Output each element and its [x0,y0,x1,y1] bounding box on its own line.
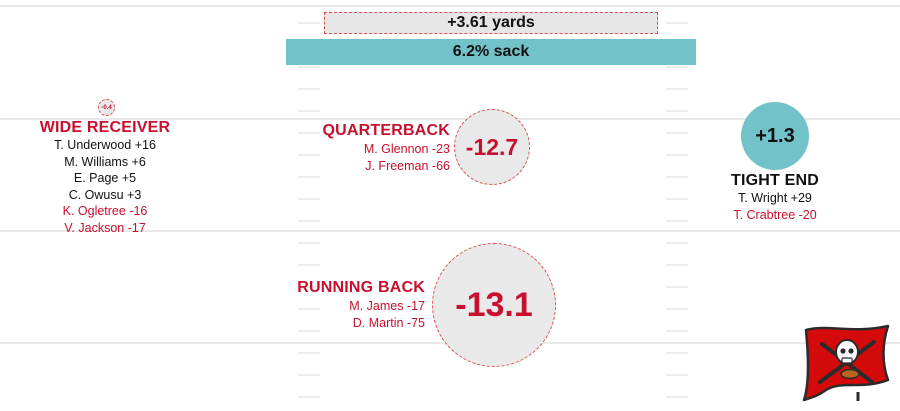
player-line: T. Crabtree -20 [733,207,817,222]
field-hash-mark [666,198,688,200]
field-yard-line [0,118,900,120]
field-hash-mark [298,110,320,112]
quarterback-player-list: M. Glennon -23 J. Freeman -66 [300,141,450,174]
buccaneers-flag-icon [802,324,890,402]
tight-end-title: TIGHT END [730,172,820,189]
field-hash-mark [298,242,320,244]
player-line: V. Jackson -17 [64,220,146,235]
field-hash-mark [298,330,320,332]
field-hash-mark [298,374,320,376]
player-line: J. Freeman -66 [365,158,450,173]
player-line: M. Glennon -23 [363,142,450,156]
field-hash-mark [298,176,320,178]
field-hash-mark [298,22,320,24]
field-hash-mark [666,396,688,398]
player-line: E. Page +5 [73,171,137,185]
field-hash-mark [298,396,320,398]
field-hash-mark [666,352,688,354]
quarterback-title: QUARTERBACK [322,122,450,139]
wide-receiver-value: -0.4 [101,104,112,111]
field-hash-mark [298,220,320,222]
field-hash-mark [298,198,320,200]
sack-rate-bar: 6.2% sack [286,39,696,65]
running-back-value-circle: -13.1 [432,243,556,367]
player-line: M. Williams +6 [64,154,146,169]
field-yard-line [0,5,900,7]
player-line: C. Owusu +3 [68,187,142,202]
running-back-player-list: M. James -17 D. Martin -75 [275,298,425,331]
field-hash-mark [666,308,688,310]
field-hash-mark [666,110,688,112]
running-back-title: RUNNING BACK [297,279,425,296]
quarterback-value-circle: -12.7 [454,109,530,185]
player-line: K. Ogletree -16 [62,204,148,218]
field-hash-mark [666,330,688,332]
field-hash-mark [666,374,688,376]
field-hash-mark [666,66,688,68]
field-hash-mark [298,308,320,310]
wide-receiver-title: WIDE RECEIVER [39,119,171,136]
wide-receiver-player-list: T. Underwood +16 M. Williams +6 E. Page … [20,137,190,236]
running-back-value: -13.1 [455,285,533,324]
field-hash-mark [666,242,688,244]
field-hash-mark [666,132,688,134]
tight-end-player-list: T. Wright +29 T. Crabtree -20 [700,190,850,223]
player-line: T. Wright +29 [738,191,812,205]
field-hash-mark [666,264,688,266]
field-hash-mark [298,352,320,354]
quarterback-value: -12.7 [465,133,519,160]
wide-receiver-value-circle: -0.4 [98,99,115,116]
tight-end-value: +1.3 [755,124,795,147]
field-hash-mark [666,88,688,90]
field-hash-mark [666,286,688,288]
field-hash-mark [666,176,688,178]
field-hash-mark [298,88,320,90]
field-hash-mark [666,154,688,156]
yards-per-play-value: +3.61 yards [447,14,535,31]
sack-rate-value: 6.2% sack [452,43,530,60]
field-hash-mark [298,286,320,288]
field-hash-mark [666,22,688,24]
yards-per-play-box: +3.61 yards [324,12,658,34]
field-hash-mark [298,66,320,68]
field-hash-mark [666,220,688,222]
field-hash-mark [298,132,320,134]
field-hash-mark [298,154,320,156]
player-line: T. Underwood +16 [54,138,156,152]
player-line: M. James -17 [349,299,425,313]
tight-end-value-circle: +1.3 [741,102,809,170]
field-hash-mark [298,264,320,266]
player-line: D. Martin -75 [352,315,425,330]
field-yard-line [0,230,900,232]
